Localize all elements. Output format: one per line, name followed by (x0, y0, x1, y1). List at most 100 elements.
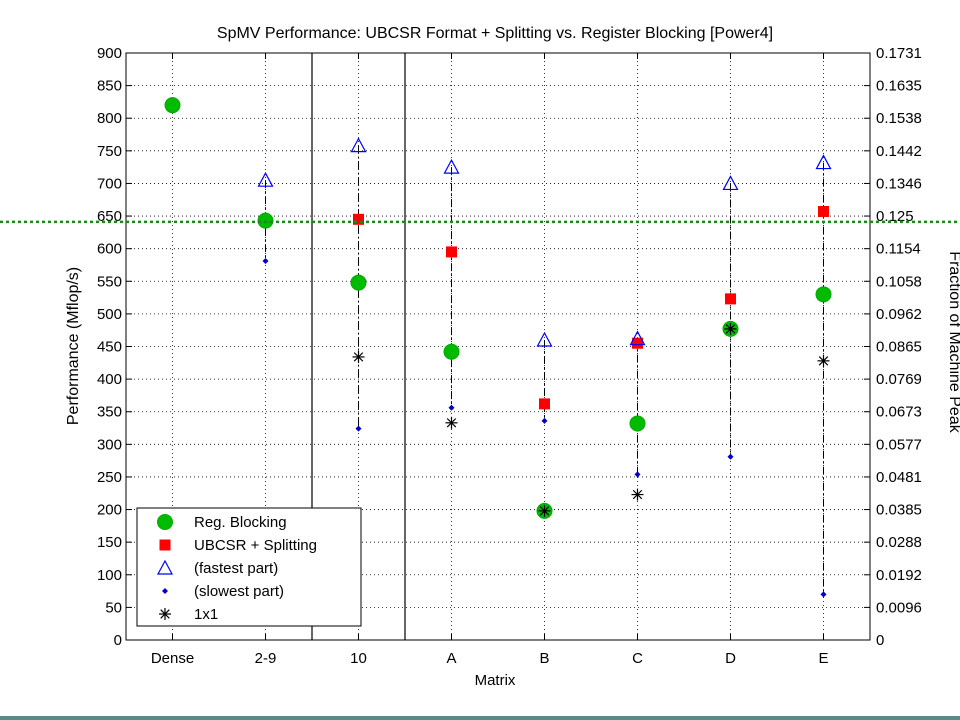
y2-tick-label: 0.1731 (876, 45, 922, 62)
data-point-circle (629, 415, 646, 432)
legend-marker (159, 539, 171, 551)
x-tick-label: 10 (350, 650, 367, 667)
legend-marker (157, 514, 173, 530)
y2-tick-label: 0.0288 (876, 534, 922, 551)
legend-marker (156, 559, 174, 575)
data-point-circle (815, 286, 832, 303)
y-tick-label: 700 (97, 175, 122, 192)
y2-tick-label: 0.1635 (876, 78, 922, 95)
legend-label: (fastest part) (194, 560, 278, 577)
y2-axis-label: Fraction of Machine Peak (946, 251, 960, 433)
data-point-triangle (815, 154, 832, 170)
star-stroke (446, 418, 457, 428)
star-stroke (539, 506, 550, 516)
data-point-dot (820, 591, 827, 598)
data-point-star (724, 322, 737, 335)
legend: Reg. Blocking UBCSR + Splitting (fastest p… (136, 507, 362, 627)
legend-box (136, 507, 362, 627)
data-point-dot (541, 417, 548, 424)
y2-tick-label: 0 (876, 632, 884, 649)
data-point-star (631, 488, 644, 501)
data-markers (164, 97, 832, 598)
legend-marker (162, 588, 168, 594)
x-tick-label: A (446, 650, 456, 667)
y-tick-label: 600 (97, 241, 122, 258)
y-tick-label: 250 (97, 469, 122, 486)
y-tick-label: 850 (97, 78, 122, 95)
y2-tick-label: 0.0865 (876, 339, 922, 356)
legend-label: (slowest part) (194, 583, 284, 600)
slide-bottom-strip (0, 716, 960, 720)
data-point-triangle (443, 158, 460, 174)
y2-tick-label: 0.0096 (876, 599, 922, 616)
data-point-star (445, 416, 458, 429)
star-stroke (725, 324, 736, 334)
y-tick-label: 50 (105, 599, 122, 616)
y2-tick-label: 0.1442 (876, 143, 922, 160)
star-stroke (353, 352, 364, 362)
data-point-dot (727, 453, 734, 460)
data-point-dot (634, 471, 641, 478)
y2-tick-label: 0.0385 (876, 502, 922, 519)
data-point-square (632, 337, 643, 349)
y2-tick-label: 0.1538 (876, 110, 922, 127)
data-point-square (353, 213, 364, 225)
data-point-triangle (722, 175, 739, 191)
data-point-circle (350, 274, 367, 291)
tick-labels: 0501001502002503003504004505005506006507… (97, 45, 922, 667)
x-tick-label: E (818, 650, 828, 667)
y-axis-label: Performance (Mflop/s) (65, 267, 82, 425)
data-point-dot (262, 258, 269, 265)
x-axis-label: Matrix (475, 672, 516, 689)
y-tick-label: 0 (114, 632, 122, 649)
y-tick-label: 200 (97, 502, 122, 519)
data-point-triangle (536, 331, 553, 347)
y-tick-label: 500 (97, 306, 122, 323)
y2-tick-label: 0.1154 (876, 241, 921, 258)
data-point-square (725, 293, 736, 305)
data-point-circle (257, 212, 274, 229)
data-point-triangle (629, 330, 646, 346)
y2-tick-label: 0.0962 (876, 306, 922, 323)
y2-tick-label: 0.1058 (876, 273, 922, 290)
data-point-star (352, 350, 365, 363)
y-tick-label: 450 (97, 339, 122, 356)
y-tick-label: 900 (97, 45, 122, 62)
y2-tick-label: 0.0192 (876, 567, 922, 584)
data-point-triangle (257, 171, 274, 187)
data-point-circle (164, 97, 181, 114)
data-point-triangle (350, 137, 367, 153)
star-stroke (160, 609, 170, 619)
y-tick-label: 800 (97, 110, 122, 127)
y2-tick-label: 0.0769 (876, 371, 922, 388)
grid-lines (126, 53, 870, 640)
legend-label: Reg. Blocking (194, 514, 287, 531)
data-point-square (539, 398, 550, 410)
legend-label: 1x1 (194, 606, 218, 623)
legend-marker (159, 608, 171, 620)
data-point-star (538, 504, 551, 517)
legend-label: UBCSR + Splitting (194, 537, 317, 554)
x-tick-label: Dense (151, 650, 194, 667)
y2-tick-label: 0.0673 (876, 404, 922, 421)
y2-tick-label: 0.0577 (876, 436, 922, 453)
y-tick-label: 350 (97, 404, 122, 421)
data-point-dot (355, 425, 362, 432)
x-tick-label: 2-9 (255, 650, 277, 667)
y-tick-label: 100 (97, 567, 122, 584)
chart-title: SpMV Performance: UBCSR Format + Splitti… (217, 25, 773, 42)
y2-tick-label: 0.1346 (876, 175, 922, 192)
star-stroke (632, 489, 643, 500)
y-tick-label: 550 (97, 273, 122, 290)
y-tick-label: 750 (97, 143, 122, 160)
y-tick-label: 150 (97, 534, 122, 551)
x-tick-label: D (725, 650, 736, 667)
data-point-star (817, 354, 830, 367)
star-stroke (818, 356, 829, 366)
x-tick-label: B (539, 650, 549, 667)
y2-tick-label: 0.0481 (876, 469, 922, 486)
y2-tick-label: 0.125 (876, 208, 914, 225)
y-tick-label: 400 (97, 371, 122, 388)
x-tick-label: C (632, 650, 643, 667)
